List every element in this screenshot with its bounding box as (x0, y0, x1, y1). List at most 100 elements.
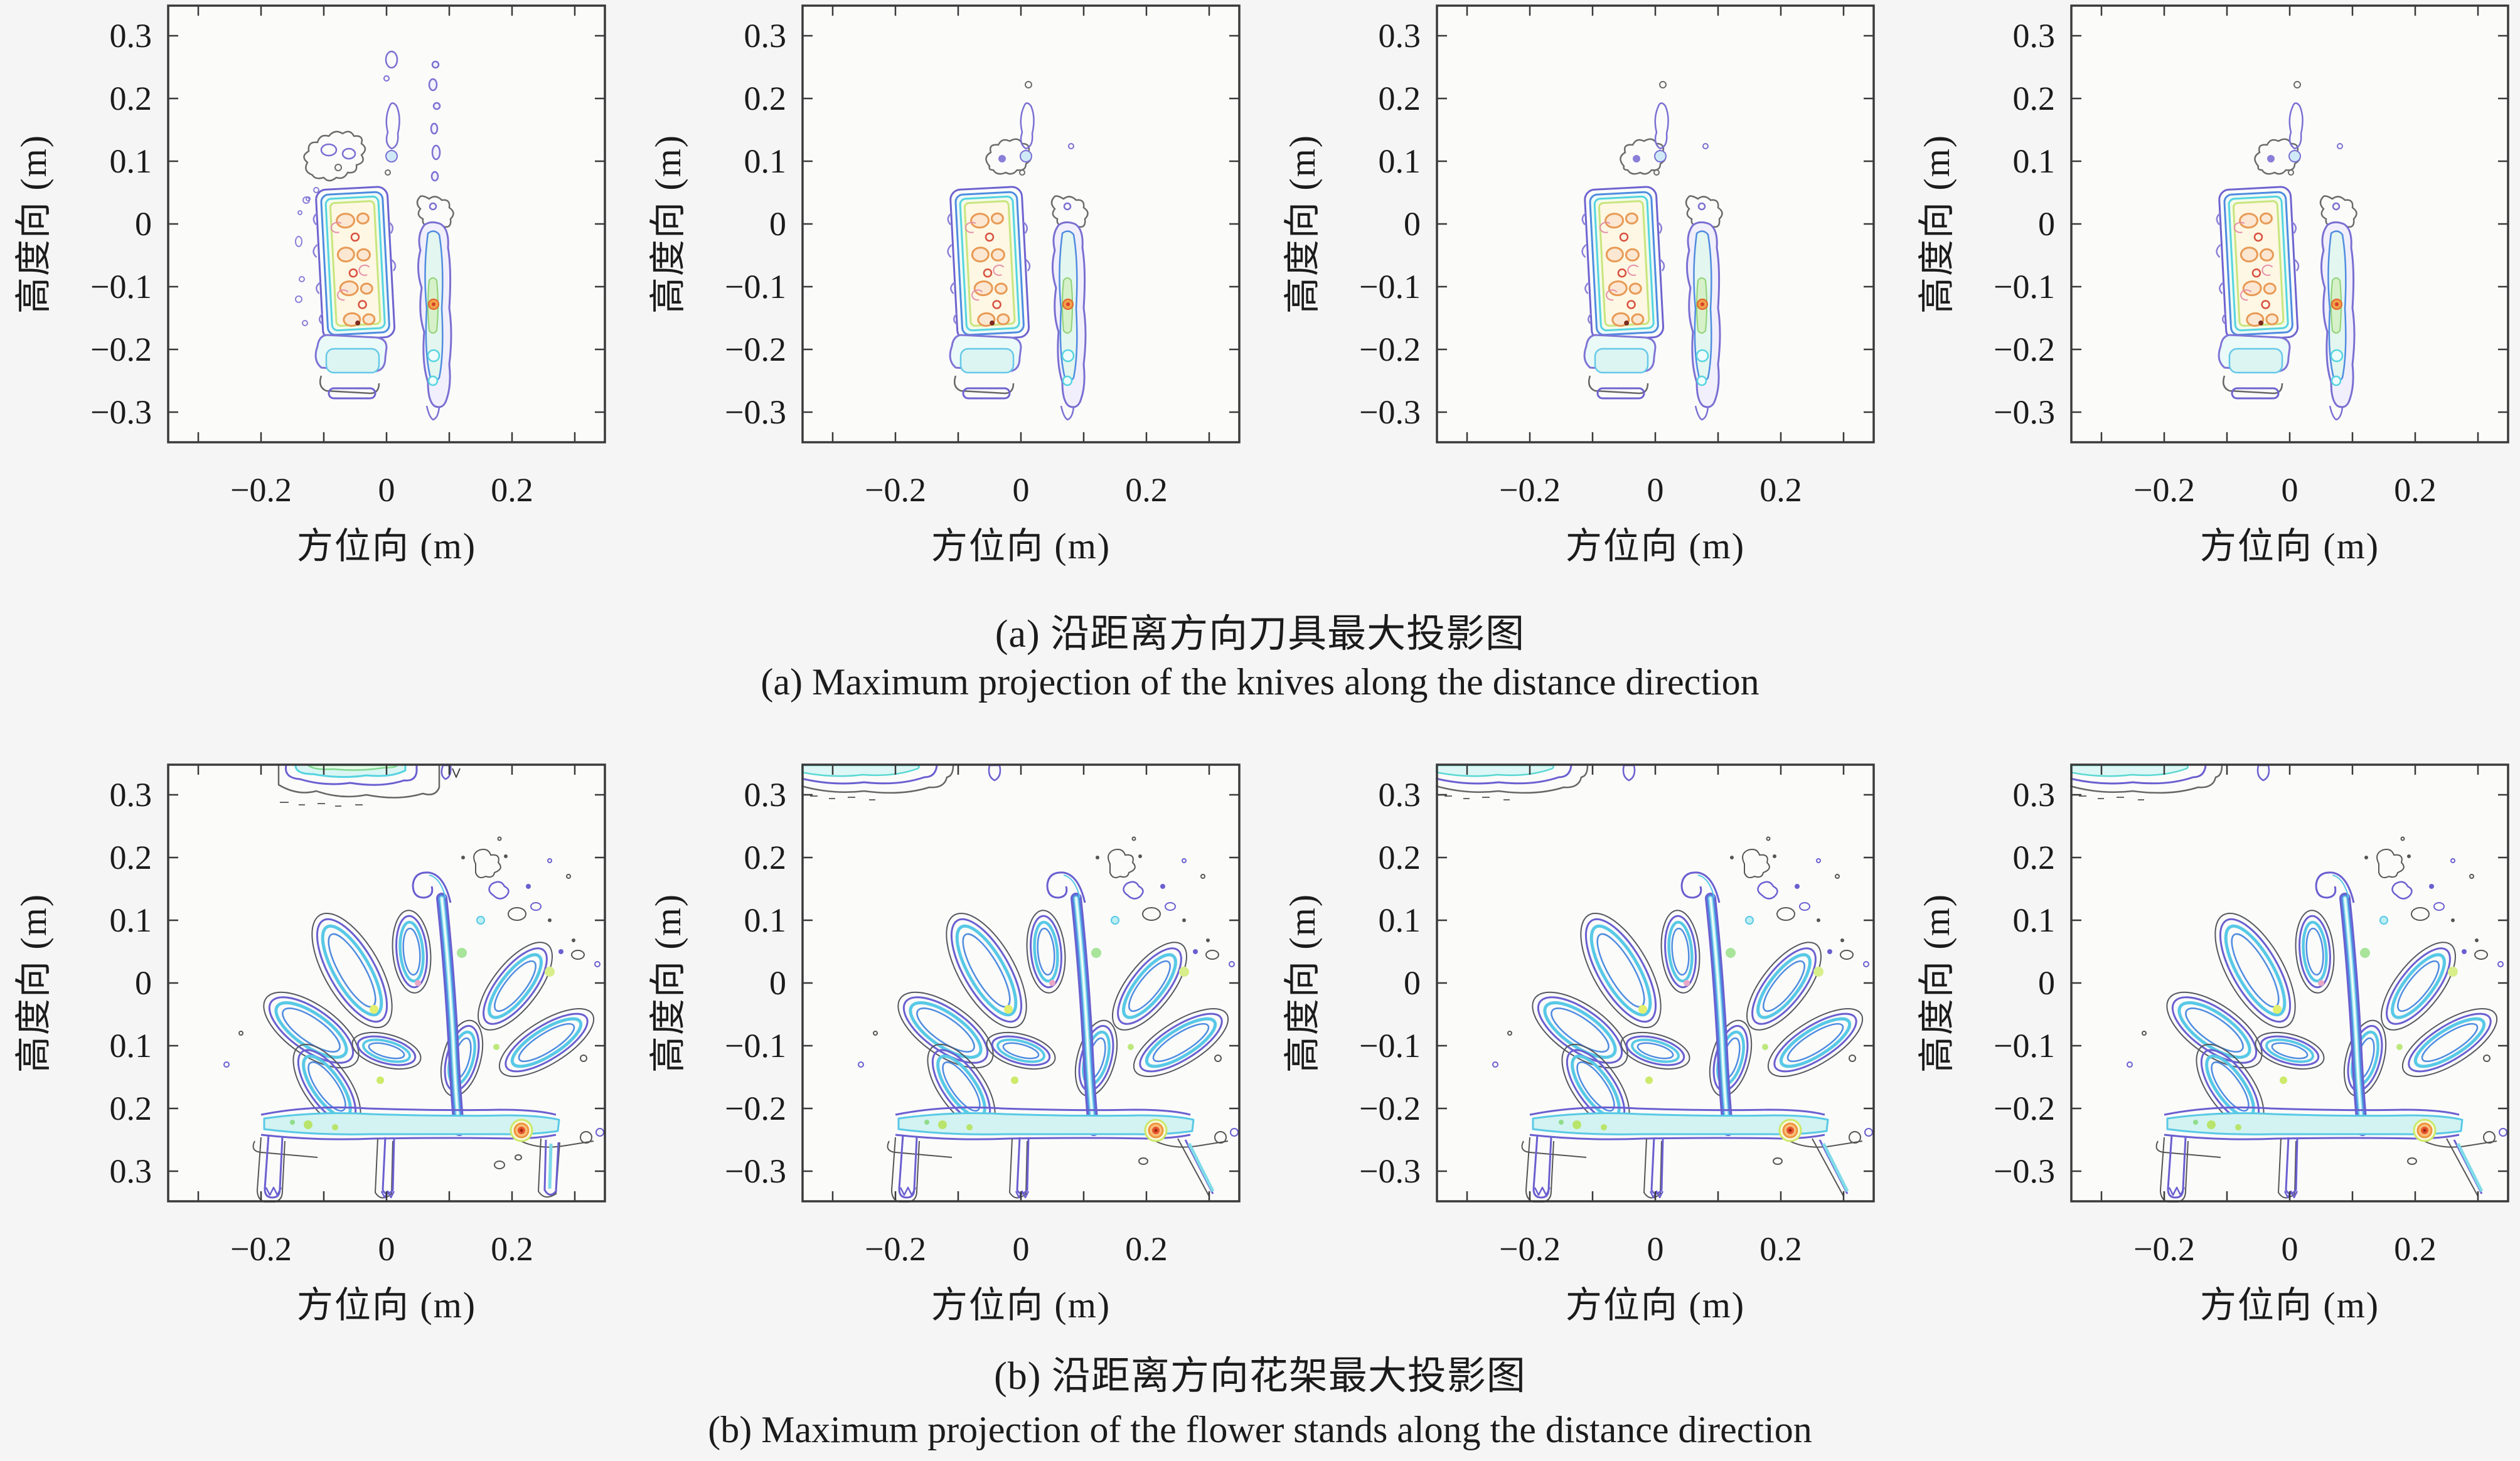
y-tick-label: 0 (2038, 964, 2055, 1002)
subplot-b2: 高度向 (m) 0.3 0.2 0.1 0 −0.1 −0.2 −0.3 −0.2 0 0.2 方位向… (648, 763, 1241, 1326)
x-axis-label: 方位向 (m) (1565, 1285, 1746, 1326)
y-tick-label: −0.1 (1994, 268, 2055, 305)
y-tick-label: −0.3 (1359, 1152, 1421, 1190)
y-tick-label: 0.2 (1378, 839, 1421, 876)
x-tick-label: 0.2 (491, 471, 533, 509)
x-tick-label: 0 (378, 471, 395, 509)
plot-area (801, 4, 1241, 444)
x-tick-label: 0.2 (1759, 1230, 1802, 1268)
y-tick-label: 0.1 (1378, 901, 1421, 939)
x-axis-label: 方位向 (m) (296, 1285, 477, 1326)
y-tick-label: 0.2 (109, 80, 152, 117)
y-tick-label: 0 (135, 205, 152, 243)
plot-area (2070, 763, 2509, 1203)
y-tick-label: −0.1 (1359, 1027, 1421, 1065)
y-tick-label: −0.2 (90, 331, 152, 368)
y-tick-label: 0.2 (1378, 80, 1421, 117)
y-tick-label: 0.1 (109, 142, 152, 180)
y-tick-label: −0.2 (1359, 331, 1421, 368)
x-axis-label: 方位向 (m) (2199, 526, 2380, 566)
x-tick-label: 0 (1012, 1230, 1030, 1268)
y-tick-label: −0.3 (90, 393, 152, 431)
caption-b-english: (b) Maximum projection of the flower sta… (708, 1409, 1812, 1450)
y-tick-label: 0.3 (109, 776, 152, 814)
y-tick-label: −0.2 (1994, 331, 2055, 368)
x-axis-label: 方位向 (m) (296, 526, 477, 566)
y-tick-label: 0.1 (2012, 901, 2056, 939)
y-tick-label: 0.2 (744, 80, 787, 117)
x-tick-label: 0.2 (1125, 471, 1168, 509)
x-tick-label: −0.2 (2133, 471, 2195, 509)
y-tick-label: −0.2 (1359, 1090, 1421, 1127)
y-tick-label: 0 (135, 964, 152, 1002)
y-tick-label: −0.2 (725, 1090, 786, 1127)
subplot-a1: 高度向 (m) 0.3 0.2 0.1 0 −0.1 −0.2 −0.3 −0.2 0 0.2 方位向… (13, 4, 606, 566)
y-tick-label: 0.2 (744, 839, 787, 876)
plot-area (167, 763, 606, 1203)
plot-area (2070, 4, 2509, 444)
y-tick-label: −0.2 (1994, 1090, 2055, 1127)
y-tick-label: −0.1 (725, 1027, 786, 1065)
y-tick-label: 0.1 (109, 1027, 152, 1065)
x-tick-label: 0.2 (2394, 471, 2437, 509)
y-tick-label: −0.3 (725, 393, 786, 431)
y-tick-label: −0.2 (725, 331, 786, 368)
x-tick-label: −0.2 (230, 1230, 292, 1268)
x-tick-label: 0 (2281, 471, 2298, 509)
y-tick-label: 0.3 (744, 17, 787, 55)
x-tick-label: −0.2 (865, 471, 926, 509)
x-axis-label: 方位向 (m) (931, 526, 1111, 566)
y-tick-label: −0.1 (1359, 268, 1421, 305)
x-tick-label: 0 (1647, 1230, 1664, 1268)
y-tick-label: 0.3 (1378, 17, 1421, 55)
x-tick-label: 0 (378, 1230, 395, 1268)
caption-a-chinese: (a) 沿距离方向刀具最大投影图 (995, 613, 1525, 656)
x-tick-label: −0.2 (1499, 471, 1561, 509)
y-tick-label: 0.1 (744, 901, 787, 939)
y-tick-label: 0.1 (1378, 142, 1421, 180)
x-tick-label: −0.2 (230, 471, 292, 509)
y-tick-label: −0.1 (1994, 1027, 2055, 1065)
y-tick-label: 0.3 (1378, 776, 1421, 814)
x-tick-label: 0.2 (2394, 1230, 2437, 1268)
y-tick-label: 0.3 (2012, 776, 2056, 814)
y-tick-label: −0.3 (1359, 393, 1421, 431)
x-tick-label: 0 (2281, 1230, 2298, 1268)
x-tick-label: 0.2 (491, 1230, 533, 1268)
y-tick-label: 0 (1404, 964, 1421, 1002)
y-tick-label: 0.2 (109, 1090, 152, 1127)
plot-area (1436, 4, 1875, 444)
x-tick-label: 0 (1012, 471, 1030, 509)
y-tick-label: 0.3 (2012, 17, 2056, 55)
y-tick-label: 0.2 (2012, 80, 2056, 117)
subplot-b1: 高度向 (m) 0.3 0.2 0.1 0 0.1 0.2 0.3 −0.2 0 0.2 方位向 (m… (13, 763, 606, 1326)
y-tick-label: 0.1 (744, 142, 787, 180)
x-tick-label: −0.2 (1499, 1230, 1561, 1268)
x-tick-label: 0.2 (1125, 1230, 1168, 1268)
subplot-a4: 高度向 (m) 0.3 0.2 0.1 0 −0.1 −0.2 −0.3 −0.2 0 0.2 方位向… (1916, 4, 2509, 566)
caption-b-chinese: (b) 沿距离方向花架最大投影图 (994, 1355, 1526, 1398)
y-tick-label: −0.3 (1994, 1152, 2055, 1190)
y-tick-label: 0 (769, 205, 786, 243)
y-tick-label: −0.1 (725, 268, 786, 305)
x-tick-label: 0 (1647, 471, 1664, 509)
y-tick-label: −0.3 (1994, 393, 2055, 431)
subplot-a3: 高度向 (m) 0.3 0.2 0.1 0 −0.1 −0.2 −0.3 −0.2 0 0.2 方位向… (1282, 4, 1875, 566)
subplot-b3: 高度向 (m) 0.3 0.2 0.1 0 −0.1 −0.2 −0.3 −0.2 0 0.2 方位向… (1282, 763, 1875, 1326)
x-tick-label: −0.2 (2133, 1230, 2195, 1268)
x-tick-label: −0.2 (865, 1230, 926, 1268)
y-tick-label: 0.3 (109, 17, 152, 55)
x-axis-label: 方位向 (m) (1565, 526, 1746, 566)
y-tick-label: 0.1 (109, 901, 152, 939)
y-tick-label: −0.3 (725, 1152, 786, 1190)
y-tick-label: 0.3 (744, 776, 787, 814)
plot-area (167, 4, 606, 444)
y-tick-label: 0.3 (109, 1152, 152, 1190)
y-tick-label: 0 (769, 964, 786, 1002)
y-tick-label: 0.2 (2012, 839, 2056, 876)
plot-area (1436, 763, 1875, 1203)
plot-area (801, 763, 1241, 1203)
subplot-b4: 高度向 (m) 0.3 0.2 0.1 0 −0.1 −0.2 −0.3 −0.2 0 0.2 方位向… (1916, 763, 2509, 1326)
subplot-a2: 高度向 (m) 0.3 0.2 0.1 0 −0.1 −0.2 −0.3 −0.2 0 0.2 方位向… (648, 4, 1241, 566)
